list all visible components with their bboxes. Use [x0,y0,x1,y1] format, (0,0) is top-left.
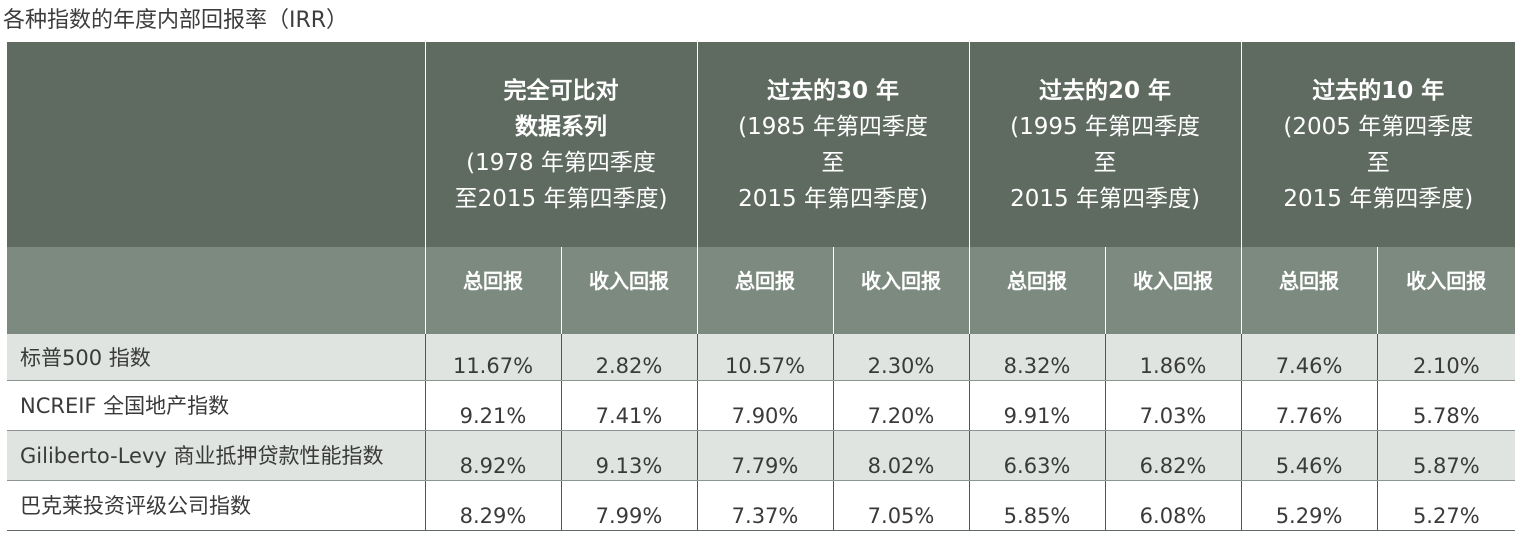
period-range-line: 2015 年第四季度) [1010,185,1200,212]
row-label: 巴克莱投资评级公司指数 [7,480,426,531]
table-cell: 7.46% [1241,334,1378,381]
table-cell: 7.03% [1105,380,1242,431]
period-range-line: 至 [821,149,845,176]
table-cell: 9.91% [969,380,1106,431]
table-cell: 7.76% [1241,380,1378,431]
table-row: Giliberto-Levy 商业抵押贷款性能指数 8.92% 9.13% 7.… [7,430,1516,481]
table-cell: 8.92% [425,430,562,481]
table-cell: 5.27% [1377,480,1516,531]
table-cell: 9.21% [425,380,562,431]
table-cell: 7.90% [697,380,834,431]
row-label-subheader [7,247,426,334]
irr-table: 完全可比对 数据系列 (1978 年第四季度 至2015 年第四季度) 过去的3… [7,42,1516,531]
table-cell: 6.82% [1105,430,1242,481]
table-cell: 6.63% [969,430,1106,481]
table-cell: 2.10% [1377,334,1516,381]
period-header-30-years: 过去的30 年 (1985 年第四季度 至 2015 年第四季度) [697,42,970,247]
period-header-row: 完全可比对 数据系列 (1978 年第四季度 至2015 年第四季度) 过去的3… [7,42,1516,247]
subheader-income-return: 收入回报 [833,247,970,334]
table-cell: 8.29% [425,480,562,531]
period-range-line: 至 [1366,149,1390,176]
table-row: NCREIF 全国地产指数 9.21% 7.41% 7.90% 7.20% 9.… [7,380,1516,431]
period-title-line: 完全可比对 [503,77,619,104]
period-range-line: (1995 年第四季度 [1010,113,1200,140]
period-range-line: 至2015 年第四季度) [454,185,668,212]
table-cell: 7.20% [833,380,970,431]
table-cell: 7.41% [561,380,698,431]
period-range-line: (2005 年第四季度 [1283,113,1474,140]
row-label-header [7,42,426,247]
table-cell: 7.37% [697,480,834,531]
period-title-line: 过去的10 年 [1312,77,1445,104]
period-title-line: 数据系列 [515,113,607,140]
row-label: 标普500 指数 [7,334,426,381]
table-cell: 5.78% [1377,380,1516,431]
subheader-income-return: 收入回报 [1105,247,1242,334]
table-cell: 8.32% [969,334,1106,381]
subheader-income-return: 收入回报 [1377,247,1516,334]
table-cell: 5.85% [969,480,1106,531]
period-range-line: 2015 年第四季度) [1283,185,1474,212]
subheader-total-return: 总回报 [969,247,1106,334]
period-header-10-years: 过去的10 年 (2005 年第四季度 至 2015 年第四季度) [1241,42,1516,247]
return-type-header-row: 总回报 收入回报 总回报 收入回报 总回报 收入回报 总回报 收入回报 [7,247,1516,334]
period-range-line: 至 [1093,149,1117,176]
table-cell: 7.79% [697,430,834,481]
table-cell: 5.87% [1377,430,1516,481]
table-cell: 10.57% [697,334,834,381]
table-cell: 9.13% [561,430,698,481]
page-title: 各种指数的年度内部回报率（IRR） [3,8,349,33]
table-cell: 1.86% [1105,334,1242,381]
table-cell: 2.30% [833,334,970,381]
subheader-total-return: 总回报 [425,247,562,334]
row-label: NCREIF 全国地产指数 [7,380,426,431]
period-range-line: (1978 年第四季度 [466,149,656,176]
subheader-total-return: 总回报 [1241,247,1378,334]
table-cell: 7.05% [833,480,970,531]
period-header-full-series: 完全可比对 数据系列 (1978 年第四季度 至2015 年第四季度) [425,42,698,247]
table-cell: 8.02% [833,430,970,481]
table-cell: 5.29% [1241,480,1378,531]
table-cell: 11.67% [425,334,562,381]
period-range-line: (1985 年第四季度 [738,113,928,140]
subheader-total-return: 总回报 [697,247,834,334]
table-row: 标普500 指数 11.67% 2.82% 10.57% 2.30% 8.32%… [7,334,1516,381]
period-header-20-years: 过去的20 年 (1995 年第四季度 至 2015 年第四季度) [969,42,1242,247]
period-title-line: 过去的30 年 [767,77,900,104]
period-range-line: 2015 年第四季度) [738,185,928,212]
table-cell: 2.82% [561,334,698,381]
table-row: 巴克莱投资评级公司指数 8.29% 7.99% 7.37% 7.05% 5.85… [7,480,1516,531]
period-title-line: 过去的20 年 [1039,77,1172,104]
table-cell: 5.46% [1241,430,1378,481]
row-label: Giliberto-Levy 商业抵押贷款性能指数 [7,430,426,481]
table-cell: 7.99% [561,480,698,531]
subheader-income-return: 收入回报 [561,247,698,334]
table-cell: 6.08% [1105,480,1242,531]
